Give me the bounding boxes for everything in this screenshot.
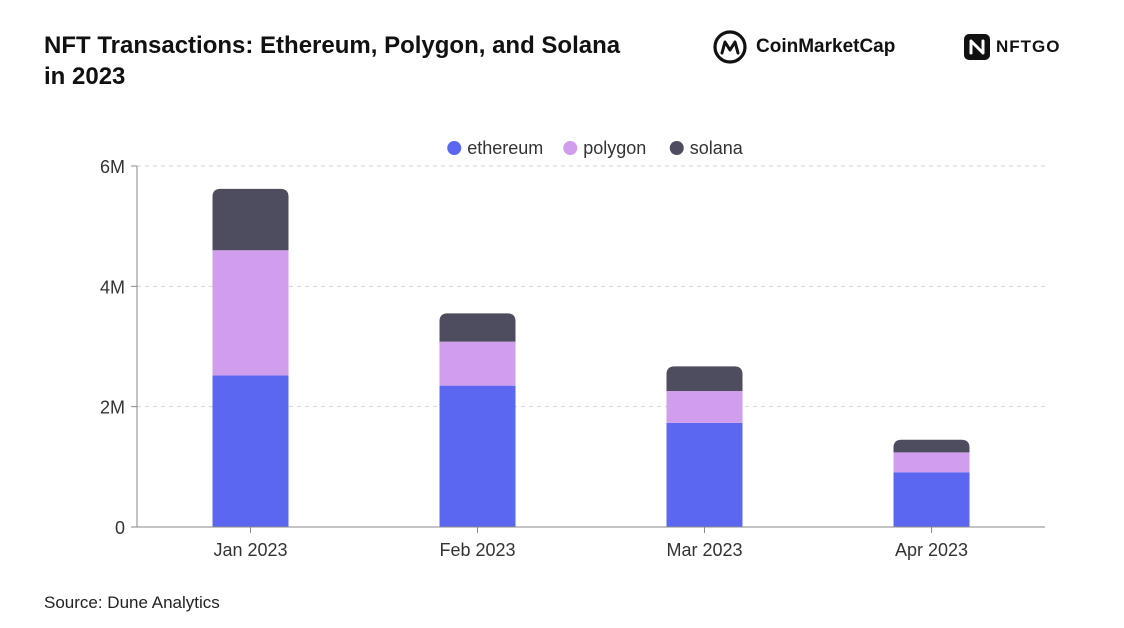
nftgo-logo: NFTGO: [963, 33, 1061, 61]
bar-segment-ethereum: [212, 375, 289, 527]
legend-item-polygon: polygon: [563, 138, 646, 158]
bar-segment-solana: [212, 188, 289, 251]
bar-segment-solana: [666, 366, 743, 392]
legend-label: ethereum: [467, 138, 543, 158]
bar-segment-polygon: [893, 452, 970, 473]
bars: [212, 188, 970, 527]
legend-swatch: [563, 141, 578, 155]
bar-segment-solana: [439, 313, 516, 342]
legend-item-solana: solana: [669, 138, 744, 158]
legend-item-ethereum: ethereum: [447, 138, 543, 158]
bar-segment-ethereum: [893, 472, 970, 527]
bar-segment-polygon: [439, 341, 516, 386]
chart-title: NFT Transactions: Ethereum, Polygon, and…: [44, 32, 621, 90]
source-note: Source: Dune Analytics: [44, 593, 220, 612]
y-tick-label: 4M: [100, 277, 125, 297]
y-axis: 0 2M 4M 6M: [100, 157, 138, 538]
legend: ethereum polygon solana: [447, 138, 744, 158]
coinmarketcap-logo: CoinMarketCap: [712, 29, 895, 65]
coinmarketcap-wordmark: CoinMarketCap: [756, 36, 896, 57]
legend-swatch: [447, 141, 462, 155]
bar-segment-polygon: [666, 391, 743, 423]
nftgo-wordmark: NFTGO: [996, 37, 1061, 56]
bar-segment-polygon: [212, 250, 289, 376]
legend-label: solana: [690, 138, 744, 158]
bar-segment-solana: [893, 439, 970, 453]
y-tick-label: 0: [115, 518, 125, 538]
x-axis: Jan 2023 Feb 2023 Mar 2023 Apr 2023: [137, 526, 1045, 560]
legend-label: polygon: [583, 138, 646, 158]
x-tick-label: Apr 2023: [895, 540, 968, 560]
bar-segment-ethereum: [439, 385, 516, 527]
x-tick-label: Feb 2023: [439, 540, 515, 560]
legend-swatch: [669, 141, 684, 155]
bar-segment-ethereum: [666, 422, 743, 527]
y-tick-label: 6M: [100, 157, 125, 177]
nftgo-icon: [964, 34, 990, 60]
coinmarketcap-icon: [713, 30, 747, 64]
y-tick-label: 2M: [100, 398, 125, 418]
x-tick-label: Mar 2023: [666, 540, 742, 560]
x-tick-label: Jan 2023: [213, 540, 287, 560]
